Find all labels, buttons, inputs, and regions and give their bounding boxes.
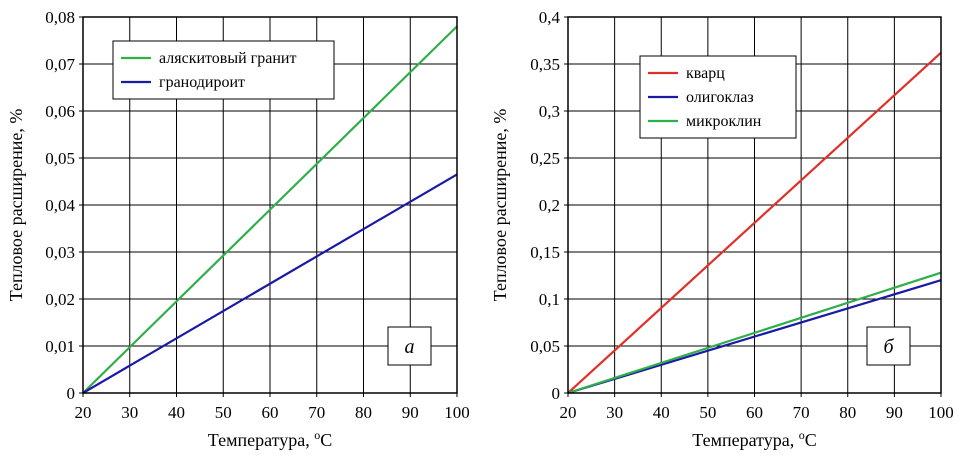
- y-tick-label: 0,07: [45, 55, 75, 74]
- series-line-2: [567, 279, 942, 395]
- chart-panel-2: 20 30 40 50 60 70 80 90 100 0 0,05 0,1 0,15 0,2 0,25 0,…: [490, 8, 954, 450]
- y-tick-label: 0: [552, 384, 561, 403]
- legend-label-3: микроклин: [686, 113, 762, 130]
- x-tick-label: 90: [402, 403, 419, 422]
- panel-label-box: [866, 326, 911, 366]
- x-tick-label: 80: [839, 403, 856, 422]
- x-tick-label: 90: [886, 403, 903, 422]
- series-line-1: [82, 25, 458, 394]
- x-axis-label-unit: С: [320, 430, 332, 450]
- series-line-1: [567, 51, 942, 394]
- panel-label: а: [405, 336, 415, 358]
- x-axis-label-unit: С: [805, 430, 817, 450]
- y-tick-label: 0,05: [530, 337, 560, 356]
- y-tick-label: 0,15: [530, 243, 560, 262]
- x-axis-label: Температура, оС: [692, 428, 816, 450]
- y-axis-label: Тепловое расширение, %: [490, 109, 510, 302]
- legend-label-1: аляскитовый гранит: [159, 50, 296, 67]
- x-tick-label: 60: [746, 403, 763, 422]
- x-tick-label: 80: [355, 403, 372, 422]
- x-tick-label: 40: [168, 403, 185, 422]
- x-tick-label: 70: [308, 403, 325, 422]
- legend: кварц олигоклаз микроклин: [639, 55, 797, 139]
- y-tick-label: 0,3: [539, 102, 560, 121]
- x-tick-label: 50: [215, 403, 232, 422]
- y-tick-label: 0,08: [45, 8, 75, 27]
- x-axis-label-degree: о: [314, 428, 320, 442]
- legend-label-1: кварц: [686, 65, 725, 82]
- y-tick-label: 0,06: [45, 102, 75, 121]
- panel-label-box: [387, 326, 432, 366]
- x-tick-label: 20: [560, 403, 577, 422]
- x-axis-label: Температура, оС: [208, 428, 332, 450]
- x-tick-label: 60: [262, 403, 279, 422]
- y-tick-label: 0,1: [539, 290, 560, 309]
- y-tick-label: 0,2: [539, 196, 560, 215]
- x-tick-label: 50: [699, 403, 716, 422]
- x-tick-label: 40: [653, 403, 670, 422]
- x-tick-label: 100: [444, 403, 470, 422]
- chart-panel-1: 20 30 40 50 60 70 80 90 100 0 0,01 0,02 0,03 0,04 0,05…: [6, 8, 470, 450]
- legend-box: [112, 40, 335, 100]
- y-tick-label: 0,05: [45, 149, 75, 168]
- x-axis-label-text: Температура,: [692, 430, 798, 450]
- y-tick-label: 0,35: [530, 55, 560, 74]
- y-tick-label: 0,02: [45, 290, 75, 309]
- x-tick-label: 100: [928, 403, 954, 422]
- legend: аляскитовый гранит гранодироит: [112, 40, 335, 100]
- y-tick-label: 0: [67, 384, 76, 403]
- x-tick-label: 30: [121, 403, 138, 422]
- x-tick-label: 30: [606, 403, 623, 422]
- series-line-2: [82, 173, 458, 394]
- x-tick-label: 70: [793, 403, 810, 422]
- y-tick-label: 0,25: [530, 149, 560, 168]
- x-axis-label-degree: о: [799, 428, 805, 442]
- y-tick-label: 0,04: [45, 196, 75, 215]
- y-tick-label: 0,01: [45, 337, 75, 356]
- y-tick-label: 0,03: [45, 243, 75, 262]
- x-tick-label: 20: [75, 403, 92, 422]
- y-axis-label: Тепловое расширение, %: [6, 109, 26, 302]
- series-line-3: [567, 271, 942, 395]
- panel-label: б: [883, 336, 894, 358]
- legend-label-2: олигоклаз: [686, 89, 754, 106]
- y-tick-label: 0,4: [539, 8, 561, 27]
- legend-label-2: гранодироит: [159, 74, 245, 91]
- x-axis-label-text: Температура,: [208, 430, 314, 450]
